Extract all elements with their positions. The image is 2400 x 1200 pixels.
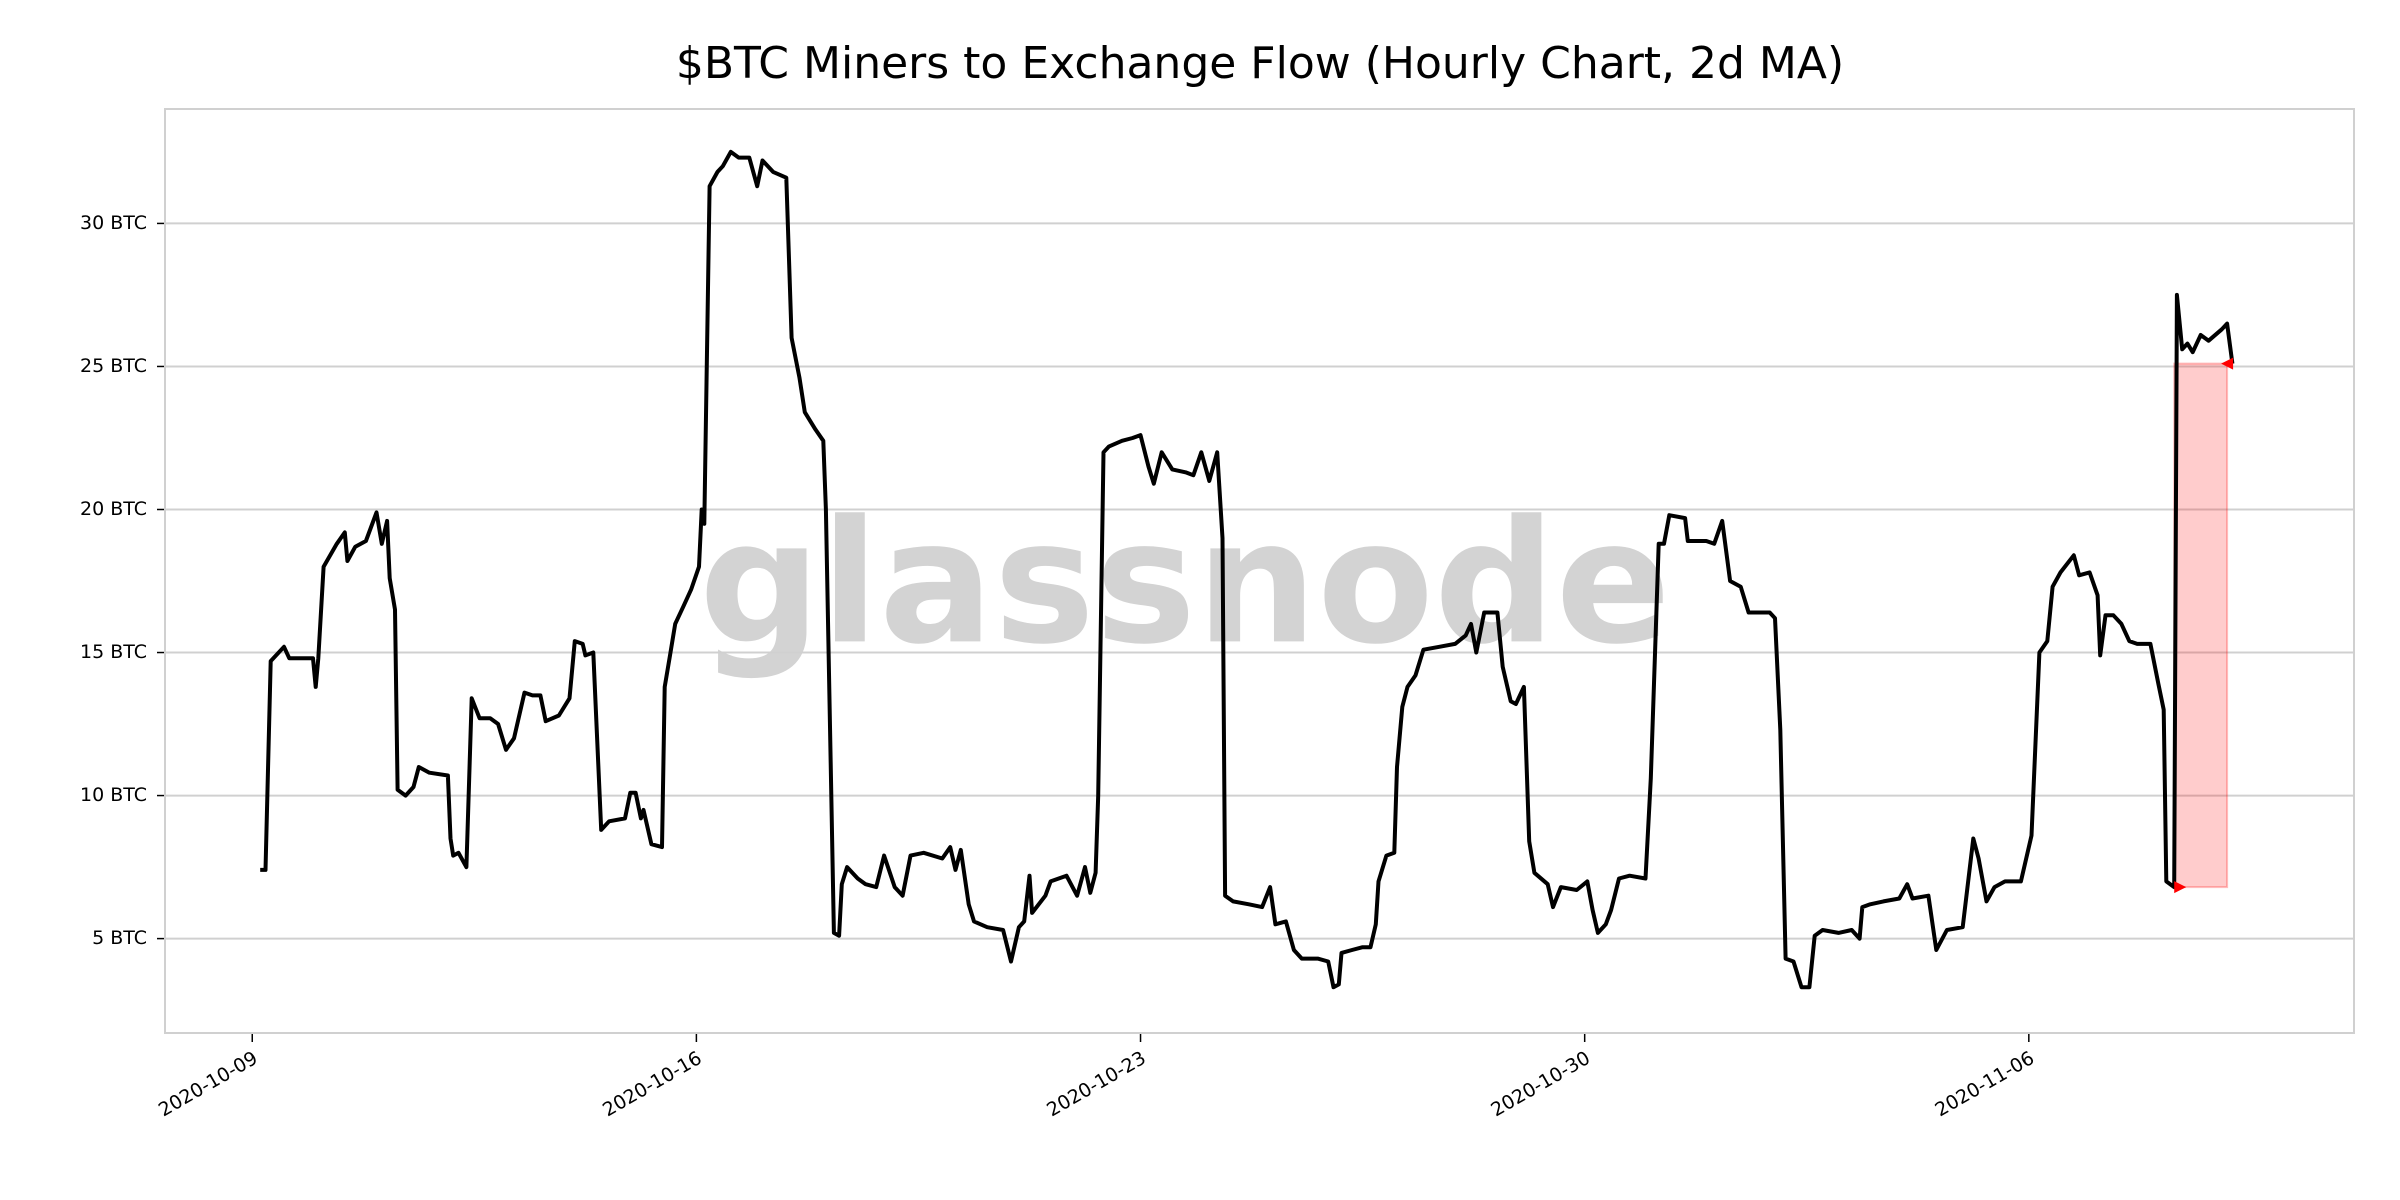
x-tick-label: 2020-10-23 <box>1043 1047 1150 1121</box>
y-tick-label: 10 BTC <box>80 784 147 806</box>
highlight-area <box>2173 362 2229 889</box>
y-tick-label: 20 BTC <box>80 498 147 520</box>
x-tick-label: 2020-10-16 <box>599 1047 706 1121</box>
y-tick-label: 25 BTC <box>80 355 147 377</box>
x-tick-label: 2020-10-09 <box>155 1047 262 1121</box>
y-tick-label: 15 BTC <box>80 641 147 663</box>
watermark: glassnode <box>699 484 1671 682</box>
highlight-arrow <box>2174 881 2187 894</box>
y-tick-label: 30 BTC <box>80 212 147 234</box>
x-tick-label: 2020-10-30 <box>1487 1047 1594 1121</box>
highlight-arrow <box>2221 357 2234 370</box>
y-tick-label: 5 BTC <box>92 927 147 949</box>
plot-frame <box>164 108 2355 1034</box>
chart-title: $BTC Miners to Exchange Flow (Hourly Cha… <box>676 38 1844 89</box>
x-tick-label: 2020-11-06 <box>1931 1047 2038 1121</box>
data-line <box>260 149 2235 990</box>
